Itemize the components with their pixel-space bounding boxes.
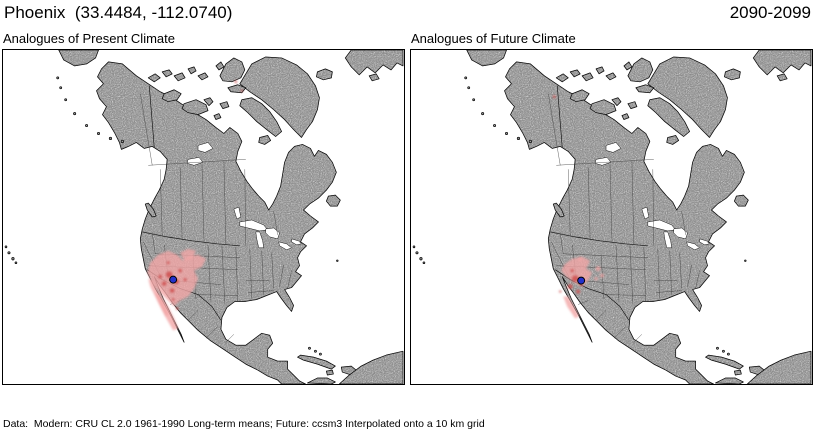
present-map-svg [3, 50, 404, 384]
attribution-line-data: Data: Modern: CRU CL 2.0 1961-1990 Long-… [3, 418, 485, 430]
period-label: 2090-2099 [729, 3, 811, 22]
future-map-svg [411, 50, 812, 384]
north-america-basemap [413, 50, 811, 384]
north-america-basemap [5, 50, 403, 384]
future-map-subtitle: Analogues of Future Climate [411, 31, 576, 46]
data-attribution: Data: Modern: CRU CL 2.0 1961-1990 Long-… [3, 387, 759, 443]
present-climate-map [2, 49, 405, 385]
figure-title: Phoenix (33.4484, -112.0740) [4, 3, 233, 22]
present-map-subtitle: Analogues of Present Climate [3, 31, 175, 46]
phoenix-marker-future [577, 276, 586, 285]
phoenix-marker-present [169, 275, 178, 284]
future-climate-map [410, 49, 813, 385]
